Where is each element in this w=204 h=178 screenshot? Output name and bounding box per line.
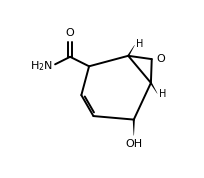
Polygon shape	[150, 82, 157, 94]
Text: O: O	[157, 54, 165, 64]
Text: O: O	[66, 28, 74, 38]
Text: H$_2$N: H$_2$N	[30, 59, 53, 73]
Text: H: H	[136, 39, 143, 49]
Text: H: H	[159, 89, 166, 99]
Text: OH: OH	[125, 139, 142, 149]
Polygon shape	[128, 45, 135, 56]
Polygon shape	[133, 120, 135, 135]
